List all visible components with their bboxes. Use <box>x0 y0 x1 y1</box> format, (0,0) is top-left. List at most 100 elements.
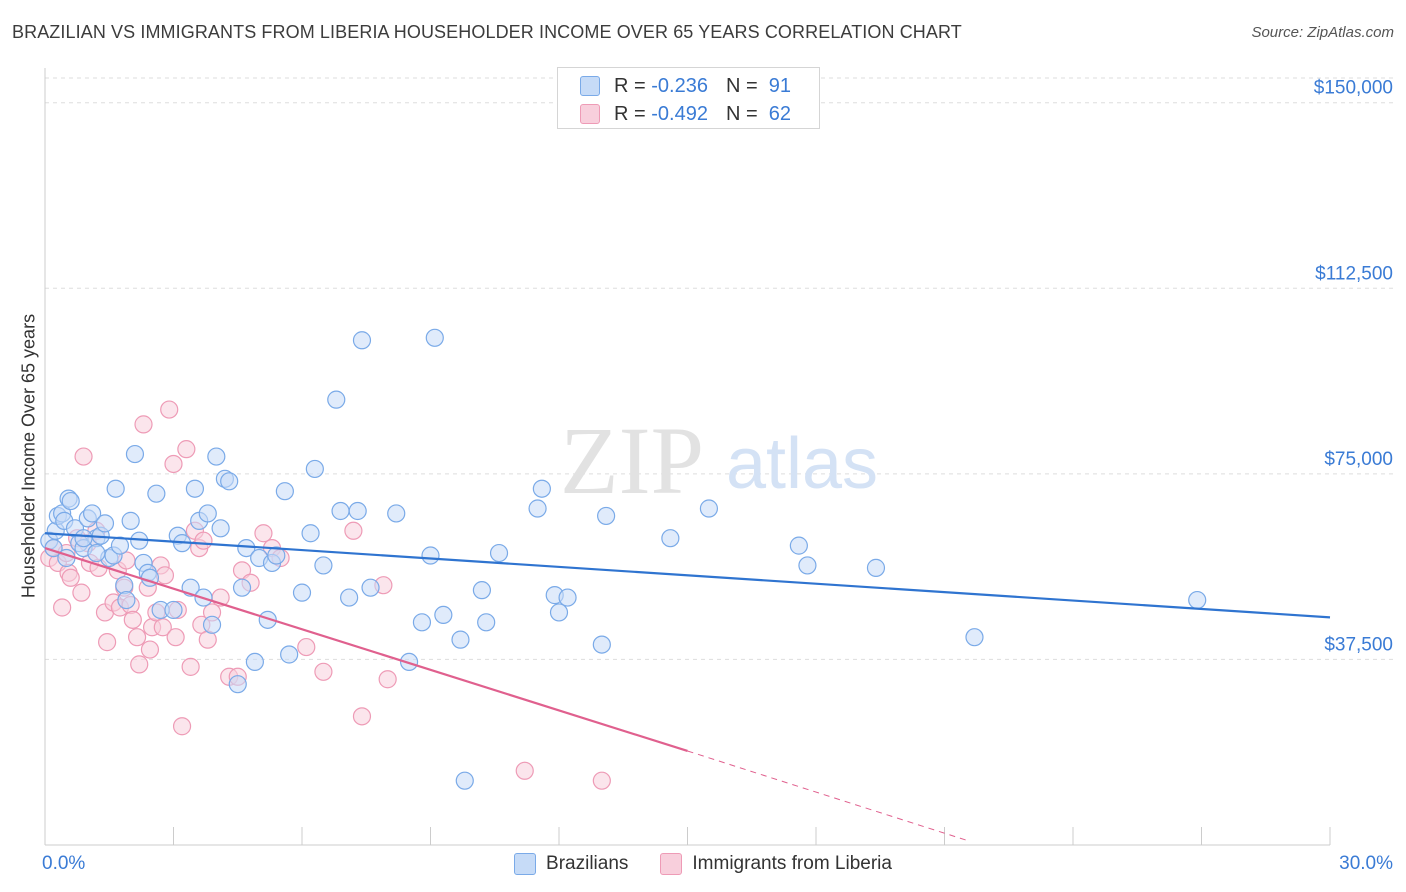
point-brazilians <box>597 506 616 526</box>
point-liberia <box>297 637 316 657</box>
point-brazilians <box>164 600 183 620</box>
point-liberia <box>72 583 91 602</box>
point-brazilians <box>387 504 406 523</box>
point-brazilians <box>125 444 145 464</box>
source-label: Source: ZipAtlas.com <box>1251 24 1394 41</box>
point-liberia <box>314 662 333 681</box>
legend-r-value: -0.492 <box>651 102 708 125</box>
chart-title: BRAZILIAN VS IMMIGRANTS FROM LIBERIA HOU… <box>12 22 962 42</box>
point-brazilians <box>185 479 205 498</box>
point-brazilians <box>455 771 474 790</box>
point-brazilians <box>592 635 611 654</box>
point-brazilians <box>115 576 134 595</box>
legend-r-label: R = <box>614 74 646 97</box>
watermark-atlas: atlas <box>726 424 878 504</box>
series-legend: Brazilians Immigrants from Liberia <box>0 851 1406 877</box>
point-liberia <box>160 400 179 419</box>
point-brazilians <box>699 499 719 518</box>
point-brazilians <box>258 610 277 629</box>
point-brazilians <box>965 628 984 647</box>
legend-swatch-brazilians <box>580 76 600 96</box>
point-brazilians <box>477 613 496 632</box>
point-brazilians <box>489 543 509 563</box>
legend-swatch-brazilians <box>514 853 537 875</box>
legend-n-label: N = <box>725 74 758 97</box>
point-liberia <box>53 598 72 617</box>
legend-n-value: 62 <box>768 102 792 125</box>
point-brazilians <box>348 501 367 521</box>
point-brazilians <box>305 459 324 479</box>
point-brazilians <box>228 675 247 694</box>
point-brazilians <box>198 504 217 523</box>
point-liberia <box>172 717 192 736</box>
legend-swatch-liberia <box>660 853 683 875</box>
legend-n-value: 91 <box>768 74 792 97</box>
point-brazilians <box>425 328 444 347</box>
point-brazilians <box>74 529 93 548</box>
point-liberia <box>134 415 153 434</box>
point-liberia <box>74 447 93 466</box>
y-tick-label: $37,500 <box>1324 634 1393 655</box>
point-brazilians <box>202 615 222 634</box>
legend-n-label: N = <box>725 102 758 125</box>
point-brazilians <box>220 472 239 491</box>
point-brazilians <box>207 447 226 466</box>
axes <box>44 68 1331 846</box>
point-brazilians <box>121 511 140 530</box>
legend-row-brazilians: R = -0.236 N = 91 <box>580 74 791 98</box>
legend-item-liberia[interactable]: Immigrants from Liberia <box>660 853 892 875</box>
point-liberia <box>140 640 160 659</box>
trend-line-brazilians <box>44 532 1331 619</box>
y-tick-label: $150,000 <box>1314 78 1393 99</box>
point-liberia <box>98 633 117 652</box>
point-brazilians <box>361 578 380 597</box>
point-liberia <box>344 521 363 540</box>
x-tick-label-max: 30.0% <box>1339 853 1393 874</box>
legend-r-value: -0.236 <box>651 74 708 97</box>
point-brazilians <box>95 514 115 533</box>
point-brazilians <box>106 479 125 498</box>
point-liberia <box>352 707 372 726</box>
point-liberia <box>194 531 213 550</box>
trend-line-liberia-extension <box>687 750 967 841</box>
point-brazilians <box>267 546 286 565</box>
point-brazilians <box>211 519 230 538</box>
point-brazilians <box>301 524 320 543</box>
watermark: ZIP atlas <box>560 407 878 514</box>
point-brazilians <box>280 645 299 664</box>
points-brazilians <box>40 328 1207 790</box>
legend-item-brazilians[interactable]: Brazilians <box>514 853 628 875</box>
trend-lines <box>44 532 1331 841</box>
point-liberia <box>181 657 200 676</box>
point-brazilians <box>147 484 166 503</box>
point-brazilians <box>789 536 808 555</box>
point-brazilians <box>245 652 264 672</box>
point-brazilians <box>421 546 440 565</box>
point-liberia <box>592 771 611 790</box>
stats-legend: R = -0.236 N = 91 R = -0.492 N = 62 <box>557 67 820 129</box>
point-brazilians <box>866 558 886 577</box>
point-brazilians <box>532 479 551 498</box>
point-brazilians <box>798 556 817 575</box>
point-brazilians <box>352 331 372 350</box>
point-brazilians <box>237 538 256 558</box>
point-liberia <box>127 628 147 647</box>
legend-label-liberia: Immigrants from Liberia <box>692 853 892 874</box>
point-brazilians <box>61 491 80 511</box>
y-axis-label: Householder Income Over 65 years <box>18 313 39 599</box>
watermark-zip: ZIP <box>560 407 704 514</box>
point-liberia <box>378 670 397 689</box>
point-brazilians <box>558 588 577 607</box>
point-brazilians <box>314 556 333 575</box>
point-brazilians <box>451 630 470 649</box>
point-liberia <box>130 655 149 674</box>
point-brazilians <box>472 581 491 600</box>
legend-label-brazilians: Brazilians <box>546 853 629 874</box>
point-liberia <box>166 628 185 647</box>
trend-line-liberia <box>44 547 688 753</box>
point-brazilians <box>331 501 350 521</box>
point-brazilians <box>528 499 547 518</box>
point-liberia <box>164 454 183 474</box>
point-brazilians <box>399 652 419 672</box>
